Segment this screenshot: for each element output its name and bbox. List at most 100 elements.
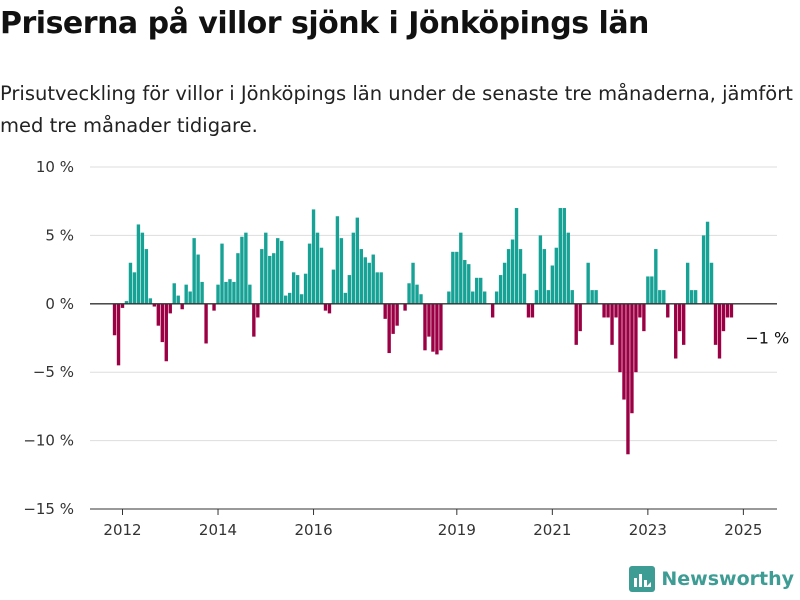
bar — [212, 303, 216, 311]
bar — [475, 277, 479, 304]
bar — [144, 249, 149, 304]
bar — [124, 301, 129, 304]
bar — [578, 303, 582, 332]
bar — [526, 303, 531, 318]
bar — [371, 254, 375, 304]
brand-logo: Newsworthy — [629, 566, 794, 592]
axes: 10 % 5 % 0 % −5 % −10 % −15 % 2012 2014 2016 2019… — [23, 158, 777, 539]
bar — [311, 209, 316, 304]
bar — [168, 303, 172, 314]
bar — [319, 247, 324, 304]
bar — [152, 303, 157, 307]
bar — [355, 217, 360, 304]
bar — [132, 272, 137, 304]
bar — [490, 303, 495, 318]
bar — [148, 298, 153, 304]
bar — [256, 303, 260, 318]
bar — [574, 303, 578, 345]
bar — [606, 303, 610, 318]
bar — [216, 284, 220, 304]
bar — [172, 283, 176, 304]
bar — [407, 283, 411, 304]
bar — [331, 269, 336, 304]
x-tick-label: 2025 — [724, 521, 762, 539]
bar — [280, 240, 284, 304]
x-tick-label: 2014 — [199, 521, 237, 539]
x-tick-label: 2023 — [629, 521, 667, 539]
bar — [685, 262, 690, 304]
bar — [140, 232, 145, 304]
bar — [379, 272, 383, 304]
y-tick-label: −5 % — [33, 363, 74, 381]
x-tick-label: 2019 — [438, 521, 476, 539]
bar — [518, 249, 523, 304]
x-tick-label: 2016 — [294, 521, 332, 539]
bar — [323, 303, 328, 311]
bar — [681, 303, 686, 345]
bar — [479, 277, 483, 304]
bar — [646, 276, 650, 304]
bar — [180, 303, 184, 310]
bar — [558, 208, 562, 304]
bar — [463, 260, 467, 304]
bar — [522, 273, 527, 304]
y-tick-label: 5 % — [45, 226, 74, 244]
bar — [638, 303, 642, 318]
bar — [542, 249, 547, 304]
bar — [455, 251, 459, 304]
bar — [510, 239, 515, 304]
bar — [236, 253, 240, 304]
bar — [192, 238, 196, 304]
y-tick-label: −15 % — [23, 500, 74, 518]
bar — [244, 232, 248, 304]
bar — [112, 303, 117, 336]
bar — [200, 281, 204, 304]
bar — [264, 232, 268, 304]
bar — [287, 292, 292, 304]
bar — [160, 303, 164, 343]
bar — [395, 303, 399, 326]
bar — [431, 303, 435, 352]
bar — [232, 281, 236, 304]
bar — [502, 262, 507, 304]
bar — [335, 216, 340, 304]
bar — [618, 303, 622, 373]
bar — [415, 284, 419, 304]
bar — [315, 232, 320, 304]
bar — [295, 275, 300, 304]
bar — [427, 303, 431, 337]
bar — [164, 303, 168, 362]
bar — [116, 303, 121, 366]
bar — [283, 295, 288, 304]
bar — [709, 262, 714, 304]
bar — [359, 249, 363, 304]
bar — [252, 303, 256, 337]
bar — [562, 208, 566, 304]
bar — [411, 262, 415, 304]
bar — [128, 262, 133, 304]
bar — [196, 254, 200, 304]
bar — [383, 303, 387, 319]
bar — [705, 221, 710, 304]
bar — [391, 303, 395, 334]
bar — [494, 291, 499, 304]
bar — [228, 279, 232, 304]
bar — [272, 253, 276, 304]
bar — [260, 249, 264, 304]
x-tick-label: 2021 — [533, 521, 571, 539]
bar — [482, 291, 487, 304]
bar — [622, 303, 626, 400]
bar — [514, 208, 519, 304]
bar — [666, 303, 670, 318]
bar — [204, 303, 208, 344]
bar — [176, 295, 180, 304]
bar — [498, 275, 503, 304]
bar — [363, 257, 367, 304]
bar — [120, 303, 125, 308]
chart-title: Priserna på villor sjönk i Jönköpings lä… — [0, 6, 649, 41]
bar — [554, 247, 559, 304]
bar — [717, 303, 722, 359]
bar — [530, 303, 535, 318]
newsworthy-logo-icon — [629, 566, 656, 592]
bar-chart: 10 % 5 % 0 % −5 % −10 % −15 % 2012 2014 2016 2019… — [23, 158, 789, 539]
